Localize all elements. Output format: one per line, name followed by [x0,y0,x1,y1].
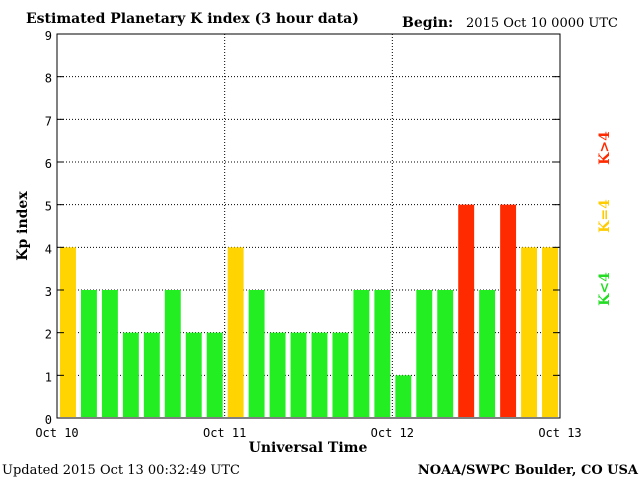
x-axis-ticks: Oct 10 Oct 11 Oct 12 Oct 13 [35,426,581,440]
chart-title: Estimated Planetary K index (3 hour data… [26,11,359,27]
y-tick-label: 0 [45,413,52,427]
kp-bar [185,332,202,417]
kp-bar [290,332,307,417]
begin-label: Begin: [402,15,453,31]
kp-bar [395,375,412,417]
y-tick-label: 4 [45,242,52,256]
y-tick-label: 7 [45,114,52,128]
x-tick-label: Oct 13 [538,426,581,440]
kp-bar [80,290,97,417]
kp-bar [458,204,475,417]
grid-lines [57,34,560,418]
plot-area [56,33,561,419]
kp-bar [101,290,118,417]
y-axis-ticks: 0 1 2 3 4 5 6 7 8 9 [45,29,560,427]
kp-bar [122,332,139,417]
updated-timestamp: Updated 2015 Oct 13 00:32:49 UTC [2,463,240,478]
y-tick-label: 2 [45,328,52,342]
y-tick-label: 9 [45,29,52,43]
legend-high: K>4 [597,131,613,165]
kp-bar [248,290,265,417]
kp-bar [353,290,370,417]
x-tick-label: Oct 10 [35,426,78,440]
kp-bar [521,247,538,417]
kp-bar [500,204,517,417]
legend-equal: K=4 [597,199,613,233]
kp-bar [269,332,286,417]
kp-bar [206,332,223,417]
y-tick-label: 6 [45,157,52,171]
x-axis-label: Universal Time [249,440,368,456]
kp-bar [311,332,328,417]
x-tick-label: Oct 12 [371,426,414,440]
y-tick-label: 8 [45,72,52,86]
kp-bar [437,290,454,417]
kp-bar [164,290,181,417]
kp-bar [416,290,433,417]
y-tick-label: 3 [45,285,52,299]
kp-bar [374,290,391,417]
kp-bar [332,332,349,417]
kp-bar [143,332,160,417]
y-axis-label: Kp index [15,191,31,261]
begin-value: 2015 Oct 10 0000 UTC [466,16,618,31]
bar-series [60,204,558,417]
legend-low: K<4 [597,272,613,306]
agency-credit: NOAA/SWPC Boulder, CO USA [418,463,639,478]
y-tick-label: 5 [45,200,52,214]
kp-bar [479,290,496,417]
kp-bar [227,247,244,417]
y-tick-label: 1 [45,370,52,384]
x-tick-label: Oct 11 [203,426,246,440]
